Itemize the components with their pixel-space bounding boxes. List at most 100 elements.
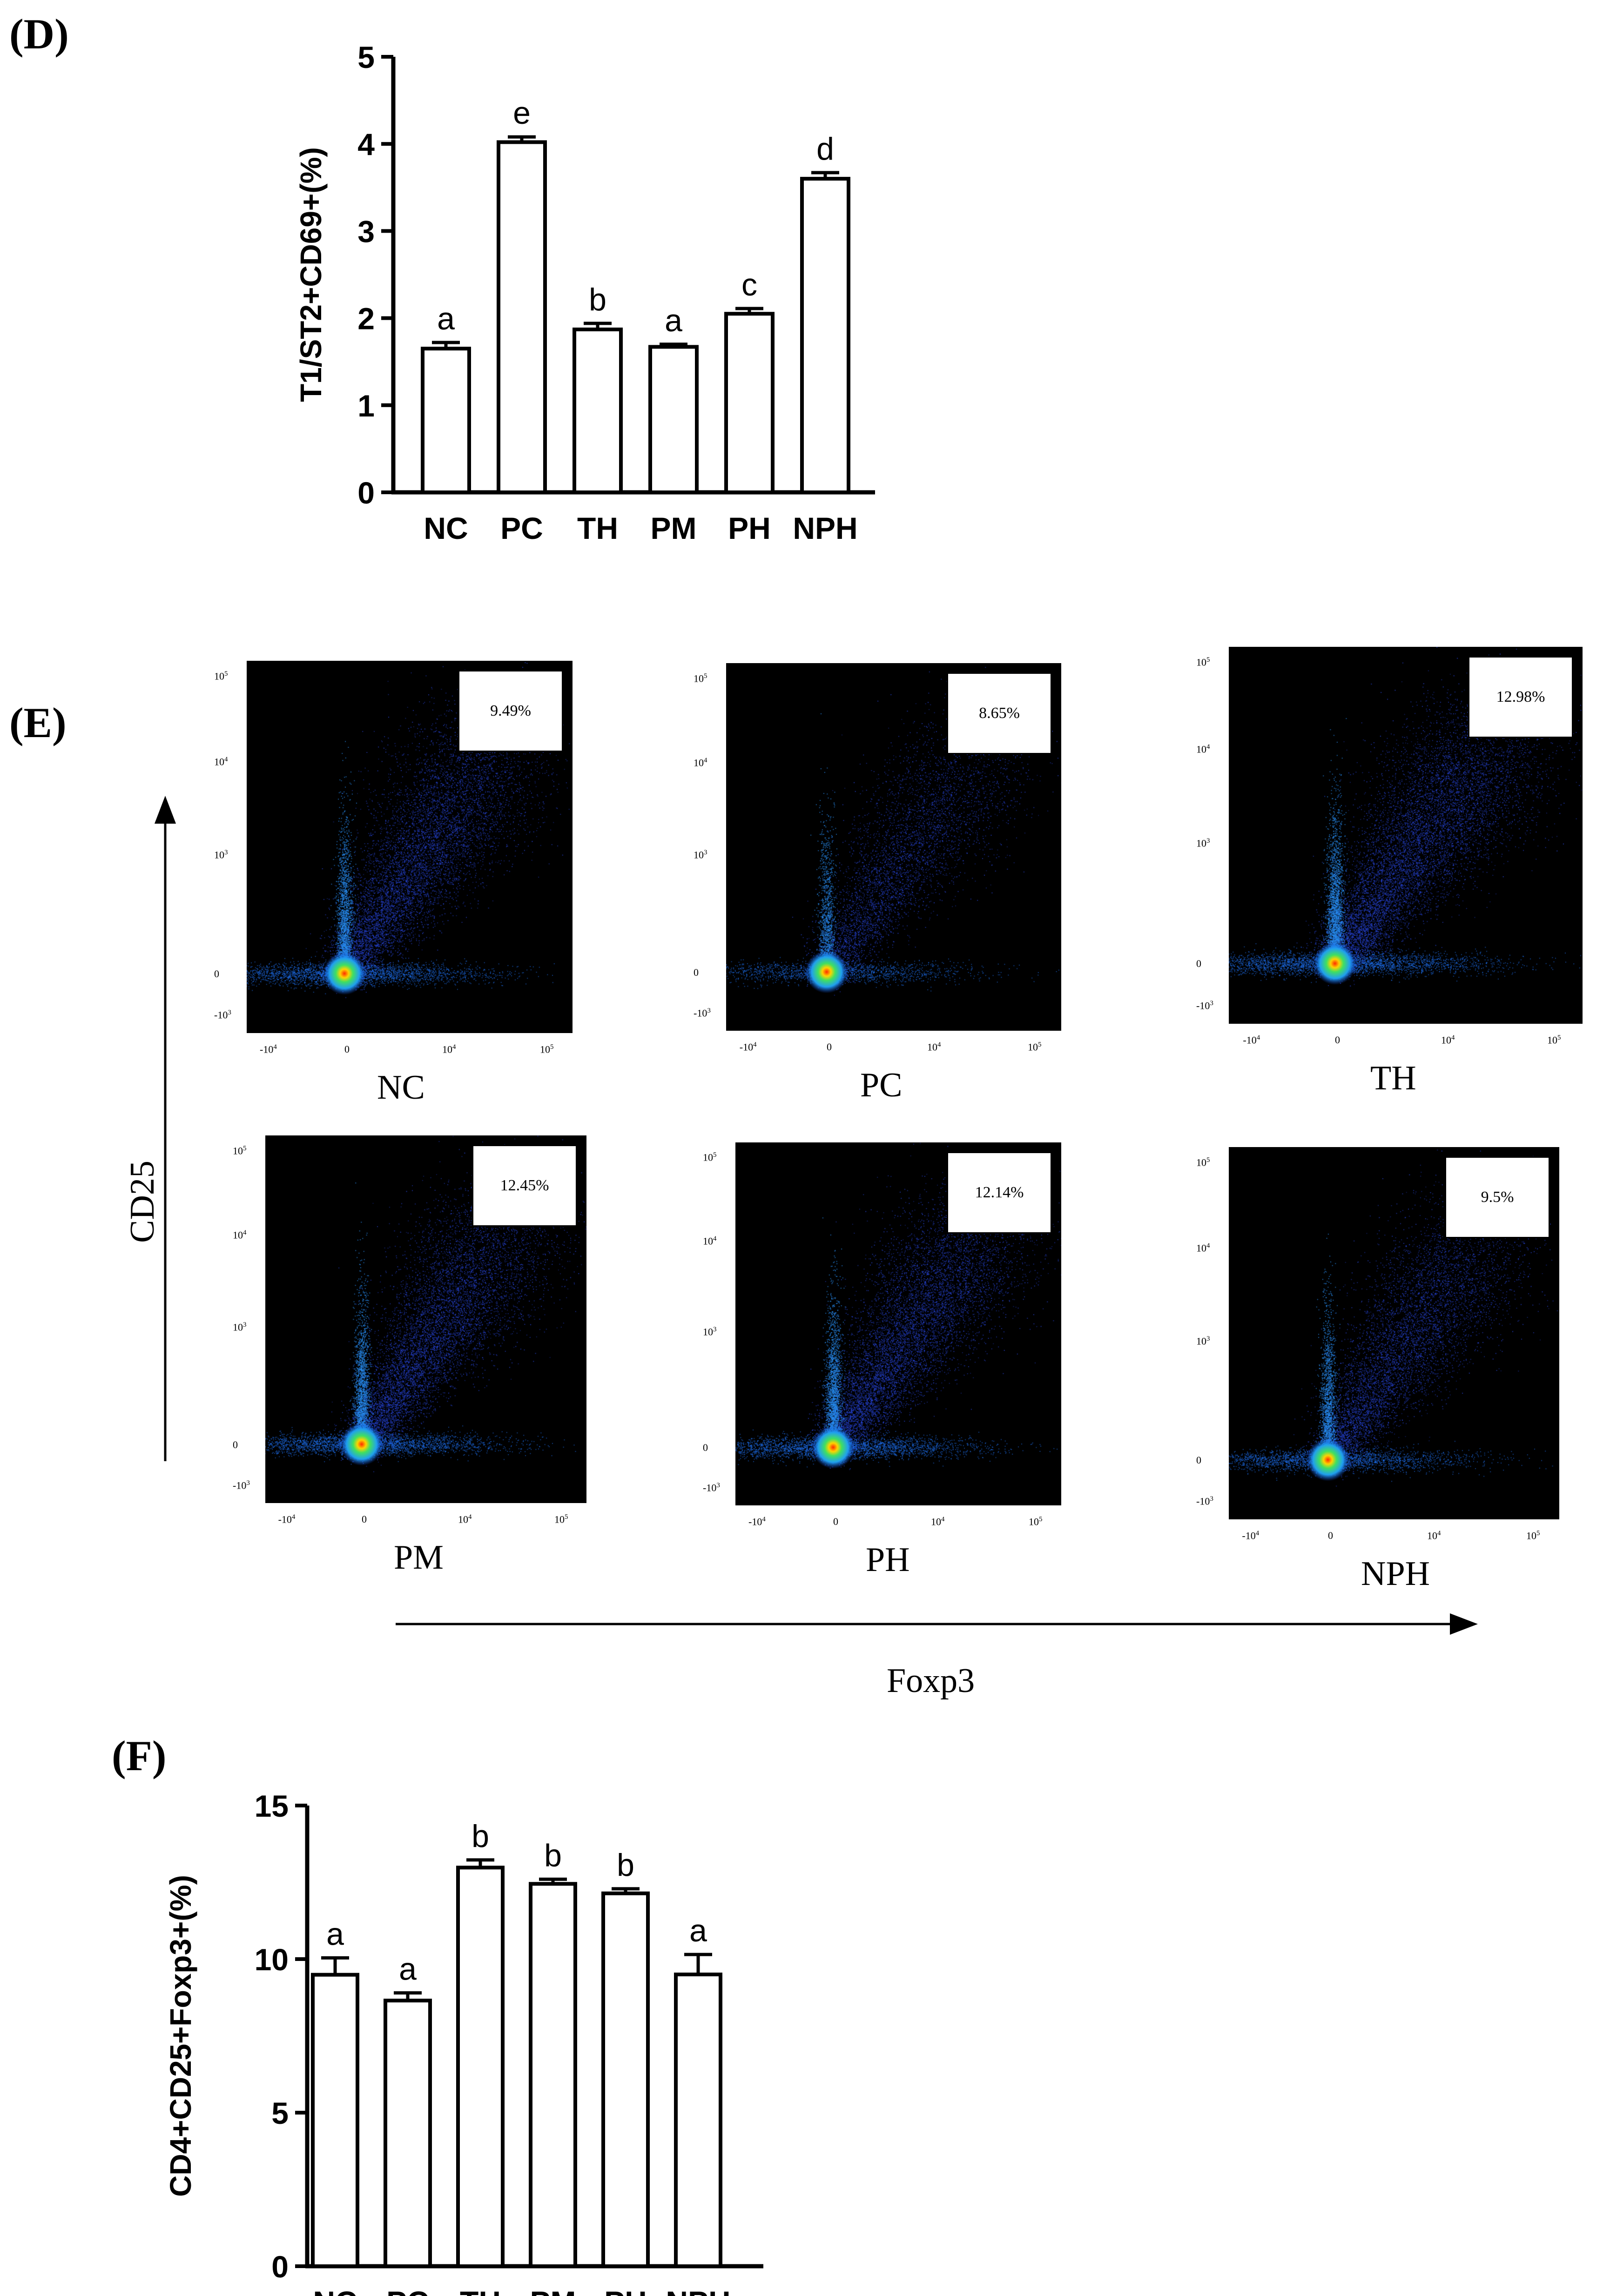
- flow-plot-pc: 8.65%: [726, 663, 1061, 1031]
- x-tick-label: NPH: [666, 2285, 730, 2296]
- flow-y-tick-label: -103: [233, 1479, 250, 1491]
- flow-panel: CD25 Foxp3 9.49% 105 104 103 0 -103 -104 0 104 10…: [0, 605, 1610, 1700]
- panel-label-f: (F): [112, 1732, 167, 1779]
- x-tick-label: TH: [460, 2285, 501, 2296]
- bar-nc: [311, 1973, 359, 2268]
- flow-x-tick-label: 105: [554, 1513, 568, 1525]
- flow-x-tick-label: 105: [1029, 1516, 1043, 1528]
- foxp3-axis-label: Foxp3: [887, 1662, 975, 1700]
- significance-letter: b: [472, 1819, 489, 1854]
- flow-y-tick-label: 103: [214, 849, 228, 861]
- x-tick-label: PC: [500, 511, 543, 545]
- bar-pm: [648, 345, 699, 494]
- panel-label-d: (D): [9, 10, 69, 58]
- flow-x-tick-label: 105: [1526, 1530, 1540, 1542]
- flow-plot-ph: 12.14%: [735, 1142, 1061, 1505]
- flow-x-tick-label: 104: [931, 1516, 945, 1528]
- bar-ph: [601, 1891, 650, 2268]
- y-tick-label: 1: [357, 389, 375, 423]
- significance-letter: d: [816, 131, 834, 167]
- x-tick-label: PM: [530, 2285, 576, 2296]
- y-tick-label: 3: [357, 214, 375, 248]
- y-axis-title: T1/ST2+CD69+(%): [294, 147, 328, 402]
- flow-y-tick-label: 104: [1196, 743, 1210, 755]
- flow-plot-pm: 12.45%: [265, 1135, 586, 1503]
- flow-x-tick-label: 104: [1427, 1530, 1441, 1542]
- gate-percent-box: 12.14%: [947, 1152, 1052, 1234]
- flow-x-tick-label: 105: [1028, 1041, 1042, 1053]
- flow-x-tick-label: 104: [927, 1041, 941, 1053]
- flow-group-label-ph: PH: [866, 1541, 910, 1579]
- significance-letter: b: [544, 1838, 562, 1873]
- x-tick-label: PH: [728, 511, 771, 545]
- flow-group-label-pc: PC: [860, 1066, 903, 1104]
- flow-y-tick-label: 104: [1196, 1242, 1210, 1254]
- flow-x-tick-label: 104: [458, 1513, 472, 1525]
- flow-plot-nph: 9.5%: [1229, 1147, 1559, 1519]
- x-tick-label: TH: [577, 511, 618, 545]
- flow-x-tick-label: -104: [1242, 1530, 1260, 1542]
- flow-y-tick-label: -103: [214, 1009, 231, 1021]
- y-tick-label: 0: [271, 2249, 289, 2284]
- flow-y-tick-label: 104: [233, 1229, 247, 1241]
- y-tick-label: 15: [255, 1789, 289, 1823]
- flow-y-tick-label: 103: [703, 1325, 717, 1337]
- significance-letter: a: [665, 303, 682, 338]
- significance-letter: e: [513, 95, 531, 131]
- flow-y-tick-label: 0: [703, 1442, 708, 1454]
- y-tick-label: 0: [357, 476, 375, 510]
- flow-x-tick-label: -104: [739, 1041, 757, 1053]
- flow-x-tick-label: 0: [1335, 1034, 1340, 1046]
- flow-plot-nc: 9.49%: [247, 661, 573, 1033]
- flow-group-label-pm: PM: [394, 1538, 444, 1577]
- flow-y-tick-label: 103: [1196, 1335, 1210, 1347]
- flow-group-label-th: TH: [1370, 1059, 1416, 1097]
- x-tick-label: NC: [313, 2285, 357, 2296]
- flow-x-tick-label: 0: [362, 1513, 367, 1525]
- flow-y-tick-label: -103: [1196, 999, 1213, 1011]
- bar-pc: [384, 1999, 432, 2268]
- flow-x-tick-label: 0: [1328, 1530, 1333, 1541]
- flow-x-tick-label: 0: [827, 1041, 832, 1053]
- flow-x-tick-label: 104: [1441, 1034, 1455, 1046]
- flow-group-label-nph: NPH: [1361, 1555, 1430, 1593]
- flow-y-tick-label: 104: [703, 1235, 717, 1247]
- flow-y-tick-label: 0: [1196, 1454, 1201, 1466]
- flow-y-tick-label: 0: [233, 1438, 238, 1450]
- flow-x-tick-label: 105: [1547, 1034, 1561, 1046]
- flow-x-tick-label: -104: [278, 1513, 296, 1525]
- flow-y-tick-label: 103: [233, 1321, 247, 1333]
- gate-percent-box: 9.5%: [1445, 1156, 1550, 1238]
- flow-y-tick-label: 103: [1196, 837, 1210, 849]
- flow-group-label-nc: NC: [377, 1068, 425, 1107]
- flow-y-tick-label: -103: [1196, 1495, 1213, 1507]
- gate-percent-box: 12.45%: [472, 1145, 577, 1227]
- significance-letter: a: [326, 1916, 344, 1952]
- bar-nph: [674, 1973, 722, 2268]
- bar-chart-f: 0 5 10 15 CD4+CD25+Foxp3+(%) a NC a PC b TH b PM b PH a…: [164, 1789, 763, 2296]
- flow-x-tick-label: -104: [748, 1516, 766, 1528]
- bar-ph: [724, 312, 775, 494]
- flow-y-tick-label: 105: [703, 1151, 717, 1163]
- flow-y-tick-label: 105: [214, 670, 228, 682]
- flow-axis-arrows: [155, 796, 1478, 1635]
- flow-y-tick-label: 0: [694, 966, 699, 978]
- y-tick-label: 5: [357, 40, 375, 74]
- gate-percent-box: 9.49%: [458, 670, 563, 752]
- flow-x-tick-label: 0: [344, 1043, 350, 1055]
- x-tick-label: PM: [651, 511, 697, 545]
- flow-y-tick-label: 0: [214, 968, 219, 980]
- flow-y-tick-label: -103: [703, 1482, 720, 1494]
- x-tick-label: NPH: [793, 511, 857, 545]
- flow-plot-th: 12.98%: [1229, 647, 1583, 1024]
- gate-percent-box: 12.98%: [1468, 656, 1573, 738]
- flow-y-tick-label: 0: [1196, 958, 1201, 970]
- significance-letter: c: [741, 267, 757, 302]
- y-tick-label: 4: [357, 127, 375, 161]
- flow-y-tick-label: -103: [694, 1007, 711, 1019]
- bar-nc: [421, 347, 471, 494]
- bar-th: [456, 1866, 505, 2268]
- significance-letter: a: [399, 1952, 417, 1987]
- flow-x-tick-label: -104: [1243, 1034, 1260, 1046]
- flow-y-tick-label: 105: [1196, 1156, 1210, 1168]
